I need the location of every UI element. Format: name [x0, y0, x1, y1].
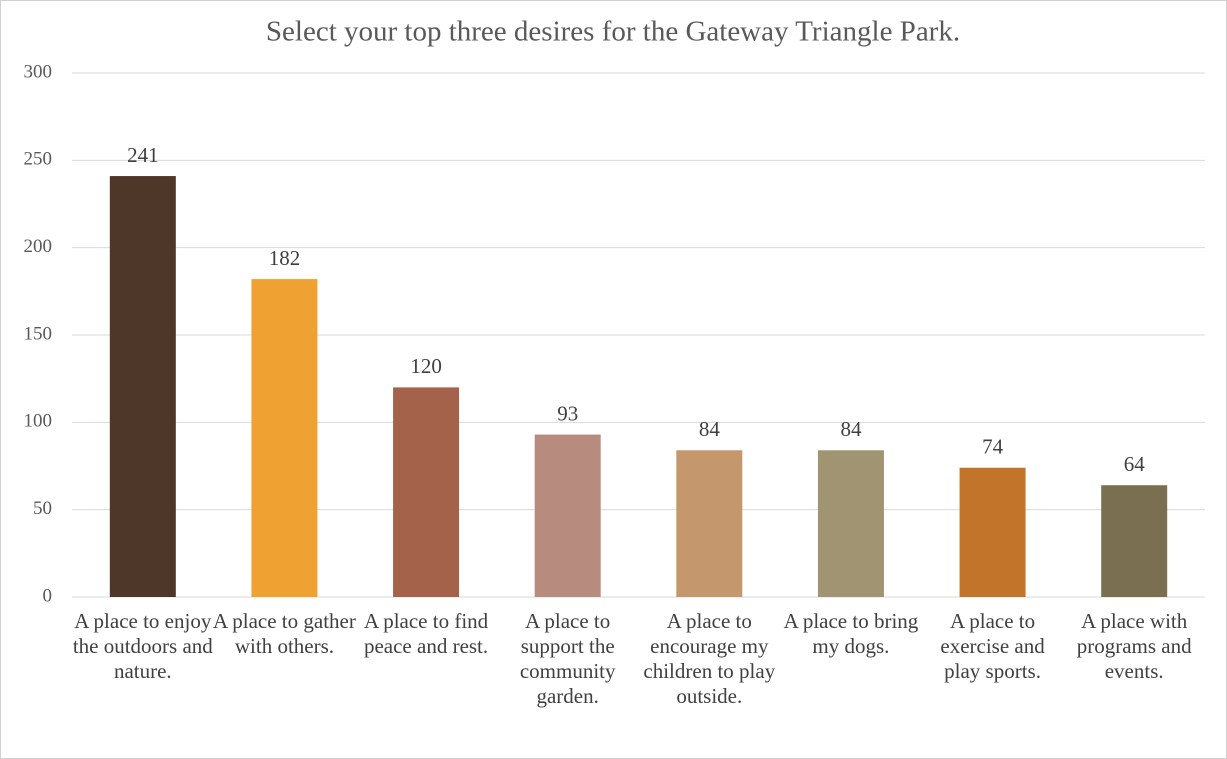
- y-tick-label: 250: [24, 149, 53, 170]
- x-tick-label-box: A place to find peace and rest.: [363, 609, 489, 658]
- x-tick-label: A place with programs and events.: [1076, 609, 1192, 683]
- y-tick-label: 200: [24, 236, 53, 257]
- bar: [534, 434, 601, 597]
- bar: [959, 467, 1026, 597]
- bar: [1101, 485, 1168, 597]
- y-tick-label: 300: [24, 61, 53, 82]
- x-tick-label: A place to find peace and rest.: [363, 609, 489, 658]
- x-tick-label: A place to bring my dogs.: [783, 609, 919, 658]
- data-label: 120: [410, 354, 442, 378]
- bar: [393, 387, 460, 597]
- y-tick-label: 100: [24, 411, 53, 432]
- x-tick-label: A place to encourage my children to play…: [643, 609, 776, 708]
- x-tick-label: A place to exercise and play sports.: [940, 609, 1045, 683]
- y-tick-label: 0: [43, 585, 53, 606]
- x-tick-label-box: A place to enjoy the outdoors and nature…: [72, 609, 213, 683]
- bar: [251, 279, 318, 597]
- x-tick-label-box: A place to encourage my children to play…: [643, 609, 776, 708]
- x-tick-label-box: A place to gather with others.: [213, 609, 356, 658]
- data-label: 74: [982, 435, 1004, 459]
- x-tick-label-box: A place to exercise and play sports.: [940, 609, 1045, 683]
- data-label: 84: [699, 417, 721, 441]
- chart-title: Select your top three desires for the Ga…: [266, 16, 960, 48]
- x-tick-label-box: A place to support the community garden.: [519, 609, 616, 708]
- bar: [109, 176, 176, 597]
- data-label: 93: [557, 401, 578, 425]
- x-tick-label: A place to support the community garden.: [519, 609, 616, 708]
- data-label: 64: [1124, 452, 1146, 476]
- x-tick-label-box: A place with programs and events.: [1076, 609, 1192, 683]
- y-tick-label: 50: [33, 498, 52, 519]
- x-tick-label-box: A place to bring my dogs.: [783, 609, 919, 658]
- data-label: 84: [840, 417, 862, 441]
- y-tick-label: 150: [24, 323, 53, 344]
- bar: [676, 450, 743, 597]
- bar: [817, 450, 884, 597]
- x-tick-label: A place to gather with others.: [213, 609, 356, 658]
- data-label: 241: [127, 143, 159, 167]
- data-label: 182: [269, 246, 301, 270]
- x-tick-label: A place to enjoy the outdoors and nature…: [72, 609, 213, 683]
